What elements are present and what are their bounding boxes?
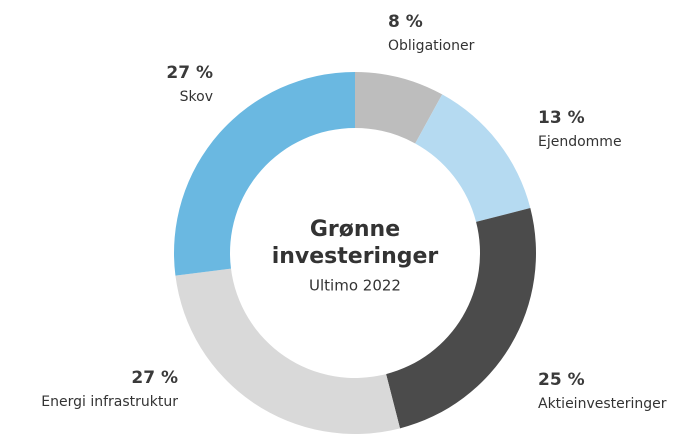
value-label: 25 % <box>538 370 585 390</box>
donut-segment <box>355 72 443 144</box>
center-title: investeringer <box>272 244 439 269</box>
donut-segment <box>173 72 355 276</box>
category-label: Skov <box>180 89 213 105</box>
donut-segment <box>415 94 531 222</box>
donut-segment <box>175 268 401 434</box>
chart-subtitle: Ultimo 2022 <box>309 277 401 295</box>
value-label: 13 % <box>538 108 585 128</box>
center-title: Grønne <box>310 217 400 242</box>
category-label: Aktieinvesteringer <box>538 396 667 412</box>
donut-segment <box>386 207 536 429</box>
value-label: 27 % <box>131 368 178 388</box>
category-label: Energi infrastruktur <box>41 394 178 410</box>
category-label: Obligationer <box>388 38 475 54</box>
value-label: 27 % <box>166 63 213 83</box>
category-label: Ejendomme <box>538 134 622 150</box>
value-label: 8 % <box>388 12 423 32</box>
